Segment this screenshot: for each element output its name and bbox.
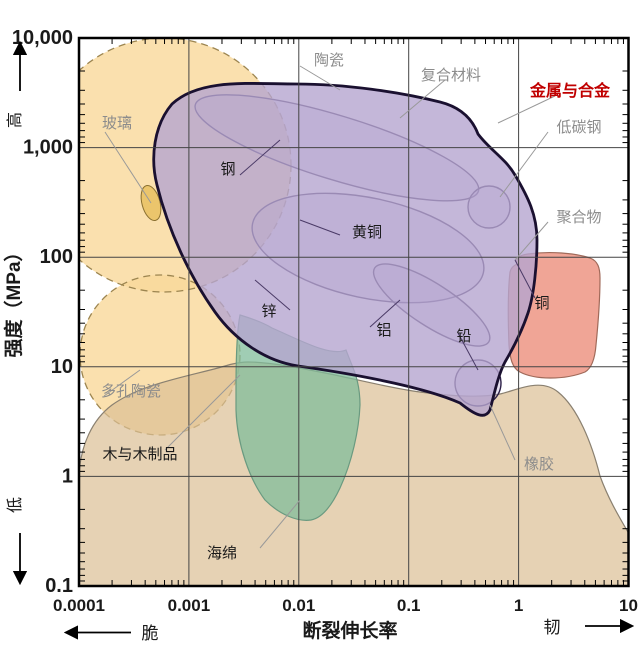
svg-text:木与木制品: 木与木制品 bbox=[102, 446, 177, 463]
svg-text:钢: 钢 bbox=[220, 161, 235, 178]
svg-text:断裂伸长率: 断裂伸长率 bbox=[302, 619, 397, 642]
svg-text:聚合物: 聚合物 bbox=[556, 209, 601, 226]
svg-text:黄铜: 黄铜 bbox=[352, 224, 382, 241]
svg-text:1: 1 bbox=[62, 465, 73, 487]
svg-text:10: 10 bbox=[619, 596, 638, 615]
svg-text:低: 低 bbox=[6, 497, 24, 513]
svg-text:海绵: 海绵 bbox=[207, 545, 237, 562]
svg-text:0.1: 0.1 bbox=[45, 575, 73, 597]
svg-text:1,000: 1,000 bbox=[23, 137, 73, 159]
svg-text:1: 1 bbox=[514, 596, 523, 615]
svg-text:陶瓷: 陶瓷 bbox=[314, 52, 344, 69]
svg-text:强度（MPa）: 强度（MPa） bbox=[2, 242, 25, 357]
svg-text:多孔陶瓷: 多孔陶瓷 bbox=[101, 383, 161, 400]
svg-text:高: 高 bbox=[6, 112, 24, 128]
svg-text:橡胶: 橡胶 bbox=[524, 456, 554, 473]
svg-text:铅: 铅 bbox=[456, 328, 471, 345]
svg-text:0.1: 0.1 bbox=[397, 596, 421, 615]
svg-text:10,000: 10,000 bbox=[12, 27, 73, 49]
svg-text:100: 100 bbox=[40, 246, 73, 268]
svg-text:脆: 脆 bbox=[142, 624, 159, 643]
svg-text:复合材料: 复合材料 bbox=[421, 66, 481, 84]
svg-text:铜: 铜 bbox=[534, 295, 549, 312]
svg-text:锌: 锌 bbox=[261, 303, 276, 320]
svg-text:玻璃: 玻璃 bbox=[102, 115, 132, 132]
svg-text:韧: 韧 bbox=[544, 618, 561, 637]
svg-text:低碳钢: 低碳钢 bbox=[556, 119, 601, 136]
svg-text:0.001: 0.001 bbox=[168, 596, 211, 615]
svg-text:金属与合金: 金属与合金 bbox=[529, 81, 611, 100]
svg-text:10: 10 bbox=[51, 356, 73, 378]
svg-text:0.0001: 0.0001 bbox=[53, 596, 105, 615]
svg-text:铝: 铝 bbox=[376, 322, 391, 339]
svg-text:0.01: 0.01 bbox=[282, 596, 315, 615]
